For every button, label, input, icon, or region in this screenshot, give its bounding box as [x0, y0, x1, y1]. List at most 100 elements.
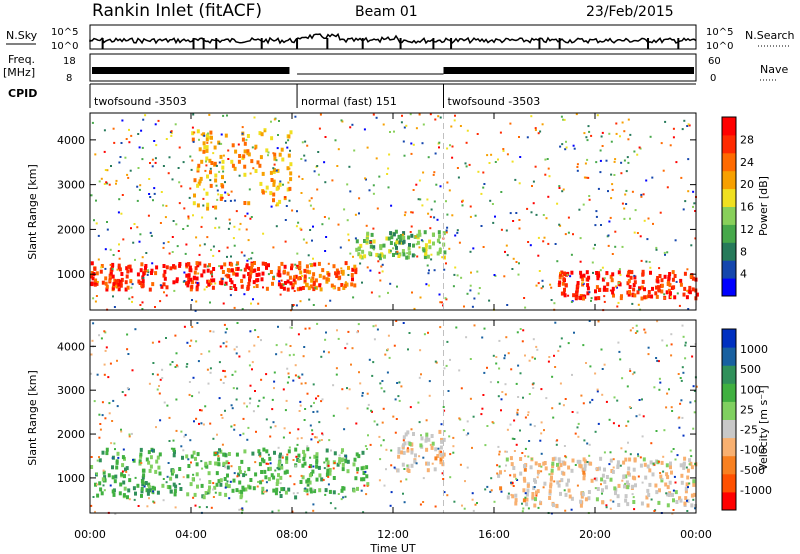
power-cell — [254, 169, 258, 173]
velocity-cell — [152, 492, 155, 495]
power-cell — [209, 301, 211, 304]
velocity-cell — [382, 439, 385, 442]
velocity-cell — [173, 449, 176, 454]
velocity-cell — [265, 373, 268, 376]
velocity-cell — [652, 462, 655, 465]
velocity-cell — [616, 494, 620, 499]
velocity-cell — [423, 333, 426, 336]
velocity-cell — [159, 419, 162, 422]
power-cell — [585, 270, 589, 275]
power-cell — [506, 254, 509, 257]
velocity-cell — [128, 478, 132, 483]
velocity-cell — [128, 498, 131, 501]
velocity-cell — [209, 371, 212, 374]
velocity-cell — [147, 489, 150, 493]
velocity-cell — [236, 475, 239, 478]
velocity-cell — [562, 404, 565, 407]
power-cell — [350, 282, 354, 287]
velocity-cell — [201, 467, 204, 470]
velocity-cell — [591, 398, 594, 401]
power-cell — [314, 285, 318, 290]
power-cell — [214, 226, 217, 229]
velocity-cell — [500, 409, 502, 412]
power-cell — [230, 280, 234, 285]
velocity-cell — [534, 497, 537, 502]
velocity-cell — [679, 402, 682, 405]
power-cell — [408, 251, 412, 256]
velocity-cell — [407, 469, 411, 473]
velocity-cell — [147, 460, 151, 465]
power-cell — [647, 294, 651, 299]
power-cell — [354, 237, 357, 240]
power-cell — [606, 282, 610, 287]
velocity-cell — [522, 507, 525, 510]
velocity-colorbar-swatch — [722, 437, 736, 457]
velocity-cell — [303, 488, 307, 492]
velocity-cell — [641, 398, 643, 401]
velocity-cell — [582, 344, 585, 347]
nsky-label: N.Sky — [6, 29, 38, 42]
power-cell — [640, 195, 643, 198]
power-cell — [196, 183, 200, 188]
power-cell — [273, 275, 275, 278]
velocity-cell — [427, 331, 429, 334]
power-cell — [689, 274, 693, 279]
velocity-cell — [222, 452, 226, 457]
velocity-cell — [557, 483, 561, 488]
power-cell — [191, 159, 194, 162]
velocity-cell — [189, 439, 192, 442]
nsky-tick-top: 10^5 — [51, 27, 78, 38]
velocity-cell — [557, 457, 561, 462]
velocity-cell — [346, 342, 349, 345]
power-cell — [364, 177, 367, 180]
velocity-cell — [410, 450, 414, 455]
velocity-cell — [568, 494, 572, 499]
velocity-cell — [389, 504, 392, 507]
power-cell — [624, 193, 627, 196]
velocity-cell — [90, 353, 93, 356]
power-cell — [312, 272, 316, 277]
power-cell — [337, 223, 340, 226]
power-cell — [630, 293, 633, 296]
power-cell — [178, 262, 182, 266]
power-cell — [378, 271, 381, 274]
power-cell — [437, 115, 440, 118]
velocity-cell — [249, 397, 252, 400]
velocity-cell — [536, 348, 539, 351]
power-colorbar-tick-label: 28 — [740, 133, 754, 146]
velocity-cell — [523, 466, 526, 469]
power-cell — [378, 253, 382, 258]
power-cell — [411, 253, 415, 258]
power-cell — [420, 239, 423, 242]
power-cell — [395, 245, 398, 250]
power-cell — [579, 274, 583, 279]
velocity-cell — [238, 466, 242, 470]
velocity-cell — [378, 479, 381, 482]
velocity-cell — [184, 433, 187, 436]
velocity-cell — [96, 483, 98, 486]
power-cell — [203, 243, 206, 246]
velocity-cell — [115, 460, 119, 465]
power-cell — [118, 198, 121, 201]
power-cell — [250, 266, 254, 271]
power-cell — [640, 259, 643, 262]
velocity-cell — [471, 492, 474, 495]
velocity-cell — [261, 479, 264, 482]
velocity-cell — [341, 467, 345, 472]
power-cell — [517, 273, 520, 276]
nsearch-label: N.Search — [745, 29, 795, 42]
power-cell — [393, 130, 395, 133]
power-cell — [426, 264, 429, 267]
power-cell — [599, 171, 602, 174]
power-cell — [227, 158, 230, 160]
velocity-cell — [510, 481, 512, 484]
velocity-cell — [559, 345, 562, 348]
velocity-colorbar-swatch — [722, 329, 736, 348]
power-cell — [529, 244, 532, 247]
velocity-cell — [172, 453, 176, 458]
power-cell — [667, 275, 671, 279]
velocity-cell — [102, 484, 105, 487]
power-cell — [545, 217, 548, 220]
power-cell — [336, 165, 339, 167]
